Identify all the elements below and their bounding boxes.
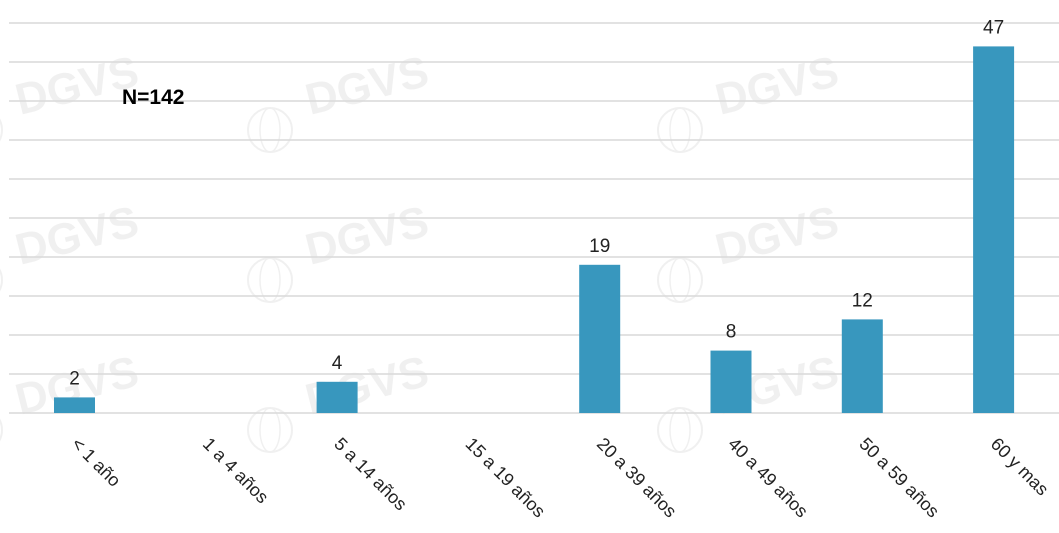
bar-value-label: 8 [726, 322, 737, 343]
svg-text:DGVS: DGVS [301, 47, 434, 125]
bar [710, 350, 752, 413]
watermark-logo: DGVS [0, 197, 144, 292]
bars [54, 46, 1015, 414]
x-tick-label: < 1 año [68, 434, 125, 491]
bar-value-label: 12 [852, 290, 873, 311]
bar [841, 319, 883, 413]
bar [54, 397, 95, 413]
bar-value-label: 4 [332, 353, 343, 374]
x-tick-label: 40 a 49 años [724, 434, 812, 522]
x-tick-label: 60 y mas [987, 434, 1053, 500]
x-tick-label: 50 a 59 años [855, 434, 943, 522]
watermark-logo: DGVS [657, 197, 844, 303]
sample-size-annotation: N=142 [122, 86, 184, 109]
watermark-logo: DGVS [247, 197, 434, 303]
svg-text:DGVS: DGVS [711, 197, 844, 275]
bar [973, 46, 1015, 414]
bar [316, 381, 358, 413]
gridlines [9, 22, 1059, 414]
bar [579, 264, 621, 413]
x-tick-label: 15 a 19 años [462, 434, 550, 522]
svg-text:DGVS: DGVS [301, 197, 434, 275]
data-labels: 2 4 19 8 12 47 [69, 17, 1004, 389]
bar-value-label: 2 [69, 368, 80, 389]
svg-text:DGVS: DGVS [11, 197, 144, 275]
x-tick-label: 1 a 4 años [199, 434, 273, 508]
bar-value-label: 19 [589, 236, 610, 257]
x-tick-label: 5 a 14 años [330, 434, 411, 515]
x-tick-labels: < 1 año 1 a 4 años 5 a 14 años 15 a 19 años… [68, 434, 1053, 522]
bar-value-label: 47 [983, 17, 1004, 38]
svg-text:DGVS: DGVS [711, 47, 844, 125]
